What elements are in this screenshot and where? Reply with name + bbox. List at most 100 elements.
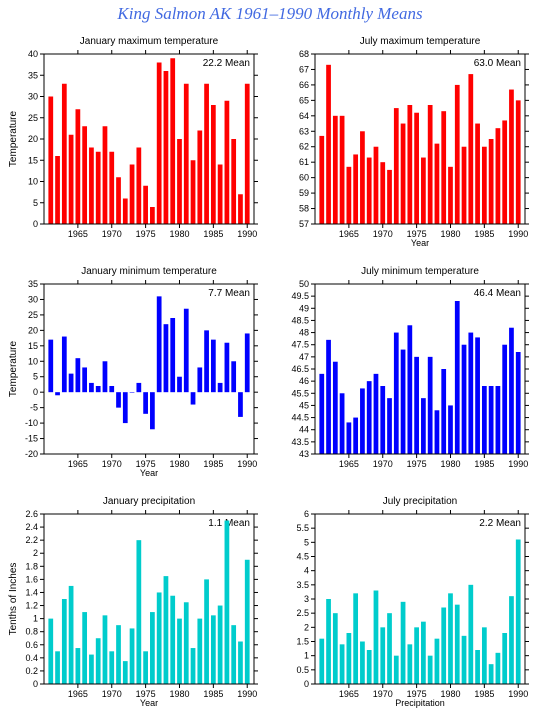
bar (164, 324, 169, 392)
bar (455, 85, 460, 224)
bar (245, 560, 250, 684)
xtick-label: 1970 (102, 229, 122, 239)
chart-jul_min: July minimum temperature46.4 Mean4343.54… (277, 262, 533, 478)
bar (197, 367, 202, 392)
mean-label: 63.0 Mean (474, 58, 521, 69)
bar (130, 628, 135, 684)
ytick-label: 0 (304, 679, 309, 689)
ytick-label: 2.4 (25, 522, 38, 532)
xtick-label: 1985 (203, 459, 223, 469)
bar (462, 345, 467, 454)
bar (204, 330, 209, 392)
bar (184, 84, 189, 224)
ytick-label: 63 (299, 126, 309, 136)
bar (475, 650, 480, 684)
bar (414, 113, 419, 224)
ytick-label: -15 (25, 434, 38, 444)
bar (407, 644, 412, 684)
panel-title: January precipitation (103, 496, 195, 507)
panel-jan_min: January minimum temperature7.7 Mean-20-1… (6, 262, 263, 478)
ytick-label: 20 (28, 325, 38, 335)
bar (347, 422, 352, 454)
bar (238, 642, 243, 685)
bar (130, 392, 135, 393)
ytick-label: 47 (299, 352, 309, 362)
bar (360, 131, 365, 224)
bar (157, 296, 162, 392)
ytick-label: 47.5 (291, 340, 309, 350)
ylabel: Temperature (8, 110, 19, 167)
bar (380, 627, 385, 684)
bar (123, 661, 128, 684)
xtick-label: 1965 (68, 689, 88, 699)
bar (496, 386, 501, 454)
bar (326, 599, 331, 684)
bar (401, 350, 406, 454)
bar (123, 199, 128, 225)
bar (143, 392, 148, 414)
ytick-label: 0.8 (25, 627, 38, 637)
bar (340, 644, 345, 684)
bar (123, 392, 128, 423)
bar (319, 136, 324, 224)
bar (374, 591, 379, 685)
bar (116, 625, 121, 684)
bar (116, 392, 121, 407)
bar (62, 599, 67, 684)
bar (475, 337, 480, 454)
xtick-label: 1970 (102, 459, 122, 469)
ytick-label: 25 (28, 113, 38, 123)
bar (340, 116, 345, 224)
ytick-label: 15 (28, 155, 38, 165)
xtick-label: 1980 (440, 459, 460, 469)
ylabel: Tenths of Inches (8, 563, 19, 636)
xtick-label: 1980 (169, 459, 189, 469)
page-title: King Salmon AK 1961–1990 Monthly Means (0, 4, 540, 24)
bar (109, 386, 114, 392)
bar (204, 579, 209, 684)
ytick-label: 46 (299, 376, 309, 386)
xtick-label: 1975 (136, 229, 156, 239)
bar (103, 126, 108, 224)
bar (157, 592, 162, 684)
bar (48, 97, 53, 225)
bar (191, 392, 196, 404)
bar (360, 388, 365, 454)
bar (136, 148, 141, 225)
bar (407, 325, 412, 454)
bar (468, 585, 473, 684)
ytick-label: -20 (25, 449, 38, 459)
ytick-label: 0 (33, 387, 38, 397)
bar (143, 186, 148, 224)
bar (55, 156, 60, 224)
xtick-label: 1990 (237, 459, 257, 469)
ylabel: Temperature (8, 340, 19, 397)
bar (143, 651, 148, 684)
bar (218, 606, 223, 684)
bar (421, 158, 426, 224)
bar (387, 613, 392, 684)
ytick-label: 5 (304, 537, 309, 547)
ytick-label: 15 (28, 341, 38, 351)
bar (204, 84, 209, 224)
bar (319, 374, 324, 454)
panel-jul_prec: July precipitation2.2 Mean00.511.522.533… (277, 492, 534, 708)
xtick-label: 1990 (237, 229, 257, 239)
ytick-label: 30 (28, 92, 38, 102)
bar (89, 383, 94, 392)
ytick-label: 50 (299, 279, 309, 289)
xtick-label: 1990 (237, 689, 257, 699)
bar (387, 170, 392, 224)
ytick-label: 25 (28, 310, 38, 320)
xtick-label: 1970 (373, 459, 393, 469)
xtick-label: 1985 (203, 689, 223, 699)
ytick-label: 4.5 (296, 552, 309, 562)
ytick-label: 66 (299, 80, 309, 90)
bar (489, 664, 494, 684)
ytick-label: 58 (299, 204, 309, 214)
mean-label: 7.7 Mean (208, 288, 250, 299)
ytick-label: 67 (299, 64, 309, 74)
bar (319, 639, 324, 684)
bar (157, 63, 162, 225)
bar (103, 615, 108, 684)
